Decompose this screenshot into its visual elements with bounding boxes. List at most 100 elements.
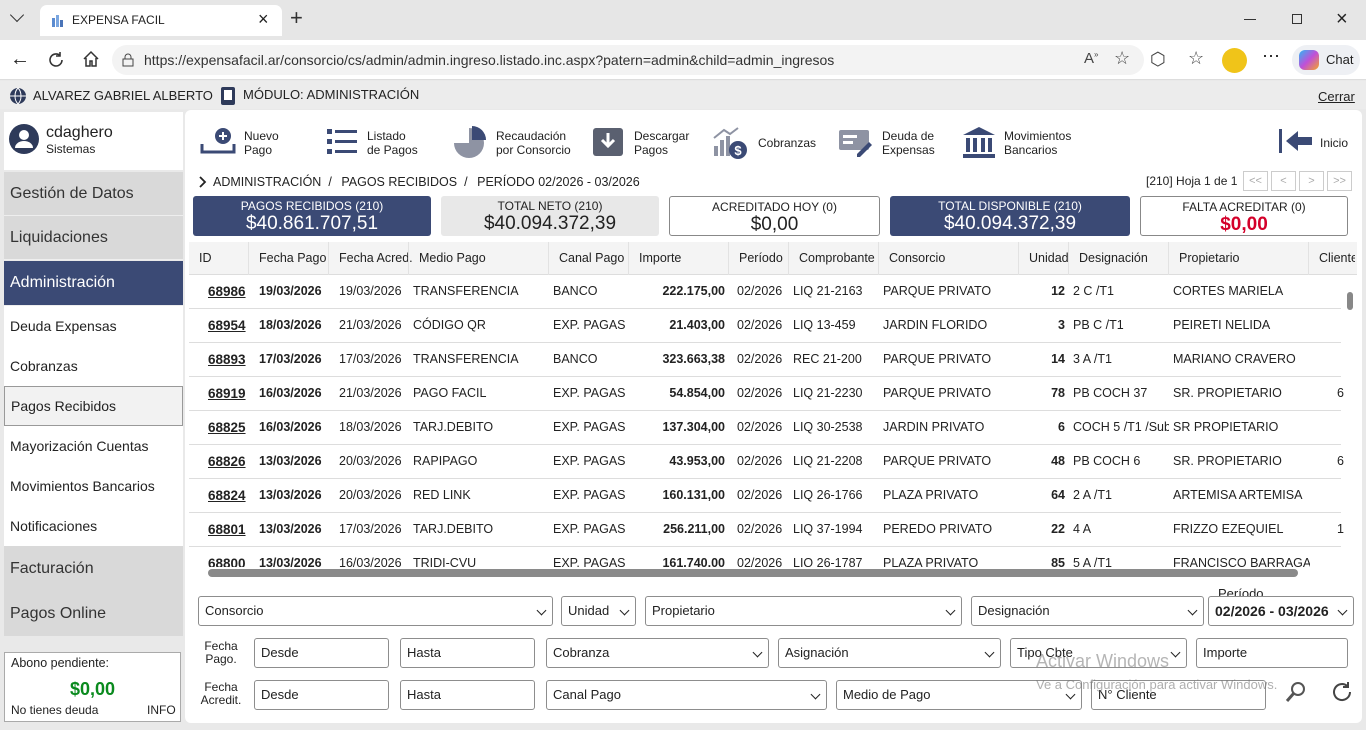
submenu-item[interactable]: Movimientos Bancarios: [4, 466, 183, 506]
row-id-link[interactable]: 68824: [208, 479, 248, 512]
table-cell: LIQ 21-2230: [793, 377, 879, 410]
column-header[interactable]: Fecha Acred.: [339, 242, 417, 275]
pager-button[interactable]: <: [1271, 171, 1296, 191]
toolbar-button[interactable]: Recaudaciónpor Consorcio: [453, 124, 586, 164]
filter-select[interactable]: Consorcio: [198, 596, 553, 626]
column-header[interactable]: Medio Pago: [419, 242, 557, 275]
profile[interactable]: [1222, 48, 1247, 73]
pager-button[interactable]: >>: [1327, 171, 1352, 191]
toolbar-button[interactable]: Deuda deExpensas: [837, 124, 972, 164]
row-id-link[interactable]: 68801: [208, 513, 248, 546]
filter-select[interactable]: Unidad: [561, 596, 636, 626]
filter-select[interactable]: Propietario: [645, 596, 962, 626]
column-header[interactable]: Importe: [639, 242, 737, 275]
h-scroll-thumb[interactable]: [208, 569, 1298, 577]
row-id-link[interactable]: 68919: [208, 377, 248, 410]
submenu-item[interactable]: Notificaciones: [4, 506, 183, 546]
minimize[interactable]: [1244, 19, 1256, 20]
search-button[interactable]: [1284, 680, 1308, 704]
tab-menu[interactable]: [10, 8, 24, 22]
tab-close[interactable]: ×: [258, 9, 269, 30]
submenu-item[interactable]: Cobranzas: [4, 346, 183, 386]
table-cell: SR. PROPIETARIO: [1173, 445, 1310, 478]
row-id-link[interactable]: 68893: [208, 343, 248, 376]
filter-select[interactable]: Cobranza: [546, 638, 769, 668]
menu-section[interactable]: Liquidaciones: [4, 216, 183, 260]
reload[interactable]: [47, 51, 65, 69]
filter-input[interactable]: Hasta: [400, 638, 535, 668]
column-header[interactable]: Unidad: [1029, 242, 1077, 275]
column-header[interactable]: Comprobante: [799, 242, 887, 275]
module-icon: [220, 86, 236, 106]
toolbar-button[interactable]: DescargarPagos: [591, 124, 724, 164]
pager-button[interactable]: >: [1299, 171, 1324, 191]
scroll-thumb[interactable]: [1347, 292, 1353, 310]
read-aloud[interactable]: A»: [1084, 50, 1098, 67]
table-row[interactable]: 6882413/03/202620/03/2026RED LINKEXP. PA…: [189, 479, 1341, 513]
column-header[interactable]: Propietario: [1179, 242, 1317, 275]
column-header[interactable]: Consorcio: [889, 242, 1027, 275]
filter-input[interactable]: Importe: [1196, 638, 1348, 668]
row-id-link[interactable]: 68826: [208, 445, 248, 478]
table-cell: 21/03/2026: [339, 309, 419, 342]
column-separator: [628, 242, 629, 275]
menu-section[interactable]: Pagos Online: [4, 591, 183, 636]
period-select[interactable]: 02/2026 - 03/2026: [1208, 596, 1354, 626]
favorites[interactable]: ☆: [1188, 48, 1204, 69]
back[interactable]: ←: [10, 48, 30, 71]
row-id-link[interactable]: 68800: [208, 547, 248, 567]
reset-button[interactable]: [1330, 680, 1354, 704]
abono-info[interactable]: INFO: [147, 703, 176, 717]
filter-input[interactable]: Desde: [254, 638, 389, 668]
table-row[interactable]: 6882613/03/202620/03/2026RAPIPAGOEXP. PA…: [189, 445, 1341, 479]
filter-select[interactable]: Asignación: [778, 638, 1001, 668]
filter-select[interactable]: Canal Pago: [546, 680, 827, 710]
extensions[interactable]: ⬡: [1150, 49, 1166, 70]
toolbar-button[interactable]: MovimientosBancarios: [961, 124, 1094, 164]
table-row[interactable]: 6880113/03/202617/03/2026TARJ.DEBITOEXP.…: [189, 513, 1341, 547]
submenu-item-selected[interactable]: Pagos Recibidos: [4, 386, 183, 426]
breadcrumb-item[interactable]: PAGOS RECIBIDOS: [341, 175, 457, 189]
toolbar-button[interactable]: Inicio: [1278, 124, 1366, 164]
column-header[interactable]: Canal Pago: [559, 242, 637, 275]
submenu-item[interactable]: Mayorización Cuentas: [4, 426, 183, 466]
logout[interactable]: Cerrar: [1318, 89, 1355, 104]
table-row[interactable]: 6889317/03/202617/03/2026TRANSFERENCIABA…: [189, 343, 1341, 377]
table-row[interactable]: 6891916/03/202621/03/2026PAGO FACILEXP. …: [189, 377, 1341, 411]
new-tab[interactable]: +: [290, 5, 303, 31]
filter-select[interactable]: Designación: [971, 596, 1204, 626]
home[interactable]: [82, 50, 100, 68]
menu-section-active[interactable]: Administración: [4, 261, 183, 306]
filter-input[interactable]: Hasta: [400, 680, 535, 710]
tab[interactable]: EXPENSA FACIL ×: [40, 5, 282, 36]
column-header[interactable]: Cliente: [1319, 242, 1355, 275]
table-cell: BANCO: [553, 275, 629, 308]
breadcrumb-item[interactable]: ADMINISTRACIÓN: [213, 175, 321, 189]
column-header[interactable]: Fecha Pago: [259, 242, 337, 275]
chat-button[interactable]: Chat: [1292, 45, 1360, 75]
table-cell: CORTES MARIELA: [1173, 275, 1310, 308]
table-row[interactable]: 6898619/03/202619/03/2026TRANSFERENCIABA…: [189, 275, 1341, 309]
menu-section[interactable]: Gestión de Datos: [4, 172, 183, 216]
window-close[interactable]: ×: [1336, 8, 1348, 31]
url-box[interactable]: https://expensafacil.ar/consorcio/cs/adm…: [112, 45, 1144, 75]
toolbar-button[interactable]: NuevoPago: [199, 124, 334, 164]
table-row[interactable]: 6895418/03/202621/03/2026CÓDIGO QREXP. P…: [189, 309, 1341, 343]
row-id-link[interactable]: 68986: [208, 275, 248, 308]
toolbar-button[interactable]: Listadode Pagos: [325, 124, 457, 164]
row-id-link[interactable]: 68825: [208, 411, 248, 444]
toolbar-button[interactable]: $Cobranzas: [712, 124, 848, 164]
column-header[interactable]: Designación: [1079, 242, 1177, 275]
table-row[interactable]: 6882516/03/202618/03/2026TARJ.DEBITOEXP.…: [189, 411, 1341, 445]
favorite[interactable]: ☆: [1114, 48, 1130, 69]
row-id-link[interactable]: 68954: [208, 309, 248, 342]
maximize[interactable]: [1292, 14, 1302, 24]
menu-section[interactable]: Facturación: [4, 546, 183, 591]
filter-input[interactable]: Desde: [254, 680, 389, 710]
more[interactable]: ⋯: [1262, 46, 1280, 67]
table-row[interactable]: 6880013/03/202616/03/2026TRIDI-CVUEXP. P…: [189, 547, 1341, 567]
pager-button[interactable]: <<: [1243, 171, 1268, 191]
summary-value: $40.861.707,51: [193, 213, 431, 235]
submenu-item[interactable]: Deuda Expensas: [4, 306, 183, 346]
table-cell: LIQ 37-1994: [793, 513, 879, 546]
